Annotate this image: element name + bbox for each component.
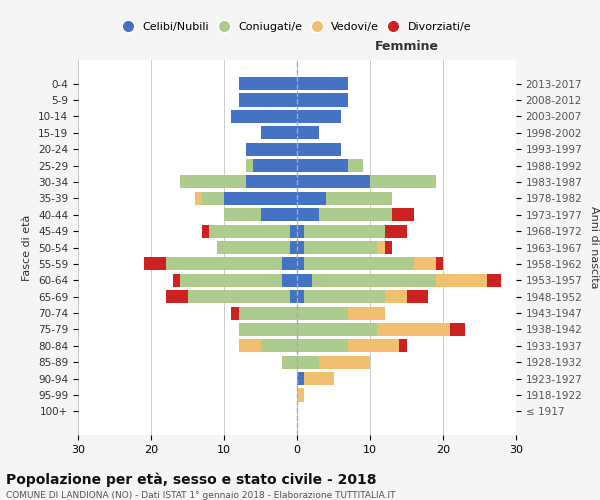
Bar <box>297 142 341 156</box>
Bar <box>304 372 334 385</box>
Bar <box>224 208 260 222</box>
Bar <box>297 224 304 237</box>
Bar <box>297 159 348 172</box>
Bar <box>399 340 407 352</box>
Bar <box>297 290 304 303</box>
Bar <box>180 274 283 287</box>
Bar <box>290 224 297 237</box>
Bar <box>144 258 166 270</box>
Bar <box>304 224 385 237</box>
Text: Popolazione per età, sesso e stato civile - 2018: Popolazione per età, sesso e stato civil… <box>6 472 377 487</box>
Bar <box>348 340 399 352</box>
Bar <box>297 340 348 352</box>
Bar <box>414 258 436 270</box>
Bar <box>385 241 392 254</box>
Text: COMUNE DI LANDIONA (NO) - Dati ISTAT 1° gennaio 2018 - Elaborazione TUTTITALIA.I: COMUNE DI LANDIONA (NO) - Dati ISTAT 1° … <box>6 491 395 500</box>
Bar <box>283 258 297 270</box>
Bar <box>297 126 319 140</box>
Bar <box>283 356 297 369</box>
Bar <box>297 372 304 385</box>
Bar <box>239 77 297 90</box>
Bar <box>180 176 246 188</box>
Bar <box>311 274 436 287</box>
Bar <box>407 290 428 303</box>
Bar <box>297 176 370 188</box>
Bar <box>297 77 348 90</box>
Bar <box>348 159 363 172</box>
Bar <box>290 241 297 254</box>
Bar <box>385 224 407 237</box>
Bar <box>392 208 414 222</box>
Bar <box>297 274 311 287</box>
Bar <box>297 110 341 123</box>
Bar <box>385 290 407 303</box>
Bar <box>319 356 370 369</box>
Bar <box>202 192 224 205</box>
Bar <box>187 290 290 303</box>
Bar <box>297 323 377 336</box>
Bar <box>450 323 465 336</box>
Bar <box>297 241 304 254</box>
Bar <box>166 290 187 303</box>
Y-axis label: Fasce di età: Fasce di età <box>22 214 32 280</box>
Bar <box>246 159 253 172</box>
Bar <box>297 306 348 320</box>
Bar <box>290 290 297 303</box>
Bar <box>260 126 297 140</box>
Bar <box>377 241 385 254</box>
Bar <box>297 258 304 270</box>
Bar <box>377 323 450 336</box>
Bar <box>370 176 436 188</box>
Bar <box>283 274 297 287</box>
Bar <box>232 306 239 320</box>
Bar <box>232 110 297 123</box>
Bar <box>209 224 290 237</box>
Bar <box>487 274 502 287</box>
Bar <box>202 224 209 237</box>
Bar <box>326 192 392 205</box>
Bar <box>297 388 304 402</box>
Bar <box>239 94 297 106</box>
Bar <box>166 258 283 270</box>
Bar <box>260 208 297 222</box>
Bar <box>304 290 385 303</box>
Bar <box>173 274 180 287</box>
Bar <box>246 142 297 156</box>
Bar <box>304 241 377 254</box>
Bar <box>195 192 202 205</box>
Bar <box>260 340 297 352</box>
Bar <box>348 306 385 320</box>
Bar <box>304 258 414 270</box>
Legend: Celibi/Nubili, Coniugati/e, Vedovi/e, Divorziati/e: Celibi/Nubili, Coniugati/e, Vedovi/e, Di… <box>118 17 476 36</box>
Bar <box>253 159 297 172</box>
Bar <box>217 241 290 254</box>
Bar <box>239 340 260 352</box>
Y-axis label: Anni di nascita: Anni di nascita <box>589 206 599 289</box>
Bar <box>224 192 297 205</box>
Bar <box>436 258 443 270</box>
Bar <box>297 94 348 106</box>
Bar <box>246 176 297 188</box>
Bar <box>297 356 319 369</box>
Bar <box>239 306 297 320</box>
Bar <box>239 323 297 336</box>
Bar <box>436 274 487 287</box>
Text: Femmine: Femmine <box>374 40 439 52</box>
Bar <box>319 208 392 222</box>
Bar <box>297 192 326 205</box>
Bar <box>297 208 319 222</box>
